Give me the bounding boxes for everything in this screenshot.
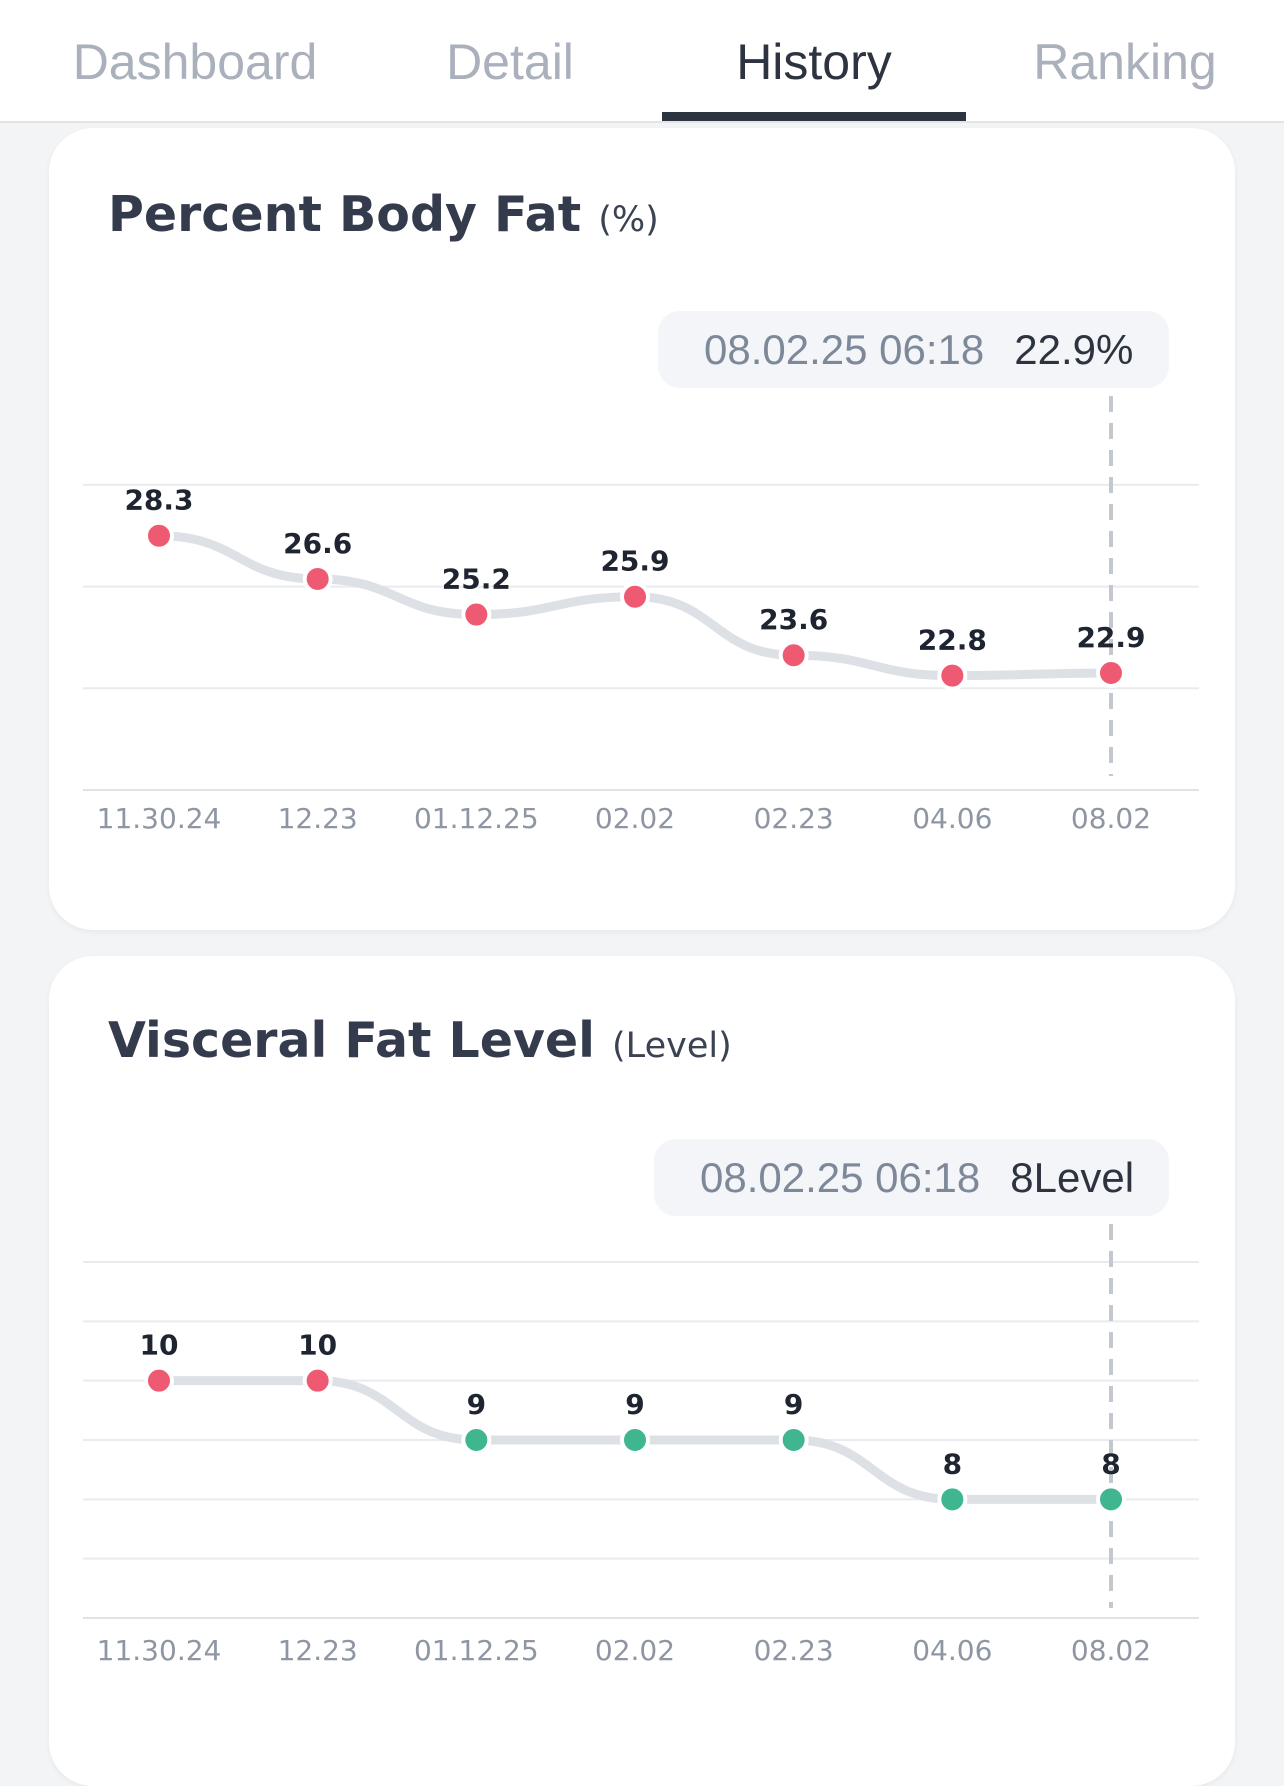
x-tick-label: 02.23 xyxy=(754,802,834,835)
visceral-fat-title-text: Visceral Fat Level xyxy=(108,1012,595,1069)
tab-detail[interactable]: Detail xyxy=(446,33,574,90)
data-point xyxy=(302,1365,333,1396)
data-point xyxy=(144,520,174,551)
body-fat-title-text: Percent Body Fat xyxy=(108,186,582,243)
data-label: 28.3 xyxy=(124,484,193,517)
data-point xyxy=(1096,1484,1126,1515)
data-label: 26.6 xyxy=(283,527,352,560)
data-point xyxy=(144,1365,174,1396)
x-tick-label: 11.30.24 xyxy=(97,802,222,835)
x-tick-label: 04.06 xyxy=(912,802,992,835)
tooltip-date: 08.02.25 06:18 xyxy=(700,1153,981,1201)
data-label: 8 xyxy=(943,1447,962,1480)
data-point xyxy=(461,599,492,630)
data-point xyxy=(620,1425,650,1455)
data-label: 10 xyxy=(140,1329,179,1362)
visceral-fat-title: Visceral Fat Level (Level) xyxy=(108,1012,732,1069)
data-point xyxy=(461,1425,492,1455)
data-label: 25.2 xyxy=(442,563,511,596)
data-label: 8 xyxy=(1101,1447,1120,1480)
data-label: 25.9 xyxy=(600,545,669,578)
visceral-fat-chart[interactable]: 10 11.30.24 10 12.23 9 01.12.25 9 02.02 9 02.23 8 0… xyxy=(49,956,1235,1786)
body-fat-chart[interactable]: 28.3 11.30.24 26.6 12.23 25.2 01.12.25 25.9 02.… xyxy=(49,128,1235,930)
data-point xyxy=(302,563,333,594)
x-tick-label: 04.06 xyxy=(912,1634,992,1667)
x-tick-label: 02.02 xyxy=(595,802,675,835)
tab-ranking[interactable]: Ranking xyxy=(1033,33,1217,90)
data-label: 9 xyxy=(467,1388,486,1421)
x-tick-label: 08.02 xyxy=(1071,802,1151,835)
data-label: 22.9 xyxy=(1076,621,1145,654)
active-tab-indicator xyxy=(662,112,966,121)
visceral-fat-card: Visceral Fat Level (Level) 08.02.25 06:1… xyxy=(49,956,1235,1786)
data-label: 9 xyxy=(625,1388,644,1421)
x-tick-label: 02.02 xyxy=(595,1634,675,1667)
data-point xyxy=(778,640,809,671)
data-point xyxy=(620,581,650,612)
x-tick-label: 11.30.24 xyxy=(97,1634,222,1667)
x-tick-label: 01.12.25 xyxy=(414,802,539,835)
body-fat-unit: (%) xyxy=(598,200,659,240)
x-tick-label: 08.02 xyxy=(1071,1634,1151,1667)
data-point xyxy=(778,1425,809,1455)
tab-dashboard[interactable]: Dashboard xyxy=(72,33,318,90)
x-tick-label: 02.23 xyxy=(754,1634,834,1667)
data-point xyxy=(937,660,968,691)
data-point xyxy=(1096,658,1126,689)
data-label: 22.8 xyxy=(918,624,987,657)
data-point xyxy=(937,1484,968,1515)
visceral-fat-tooltip: 08.02.25 06:18 8Level xyxy=(654,1139,1169,1216)
data-label: 23.6 xyxy=(759,603,828,636)
data-label: 10 xyxy=(298,1329,337,1362)
body-fat-title: Percent Body Fat (%) xyxy=(108,186,659,243)
body-fat-card: Percent Body Fat (%) 08.02.25 06:18 22.9… xyxy=(49,128,1235,930)
x-tick-label: 12.23 xyxy=(278,1634,358,1667)
data-label: 9 xyxy=(784,1388,803,1421)
tooltip-date: 08.02.25 06:18 xyxy=(704,325,985,373)
tab-bar: Dashboard Detail History Ranking xyxy=(0,0,1284,123)
visceral-fat-unit: (Level) xyxy=(612,1026,732,1066)
tab-history[interactable]: History xyxy=(736,33,892,90)
x-tick-label: 01.12.25 xyxy=(414,1634,539,1667)
tooltip-value: 22.9% xyxy=(1014,325,1134,373)
x-tick-label: 12.23 xyxy=(278,802,358,835)
tooltip-value: 8Level xyxy=(1010,1153,1135,1201)
body-fat-tooltip: 08.02.25 06:18 22.9% xyxy=(658,311,1169,388)
